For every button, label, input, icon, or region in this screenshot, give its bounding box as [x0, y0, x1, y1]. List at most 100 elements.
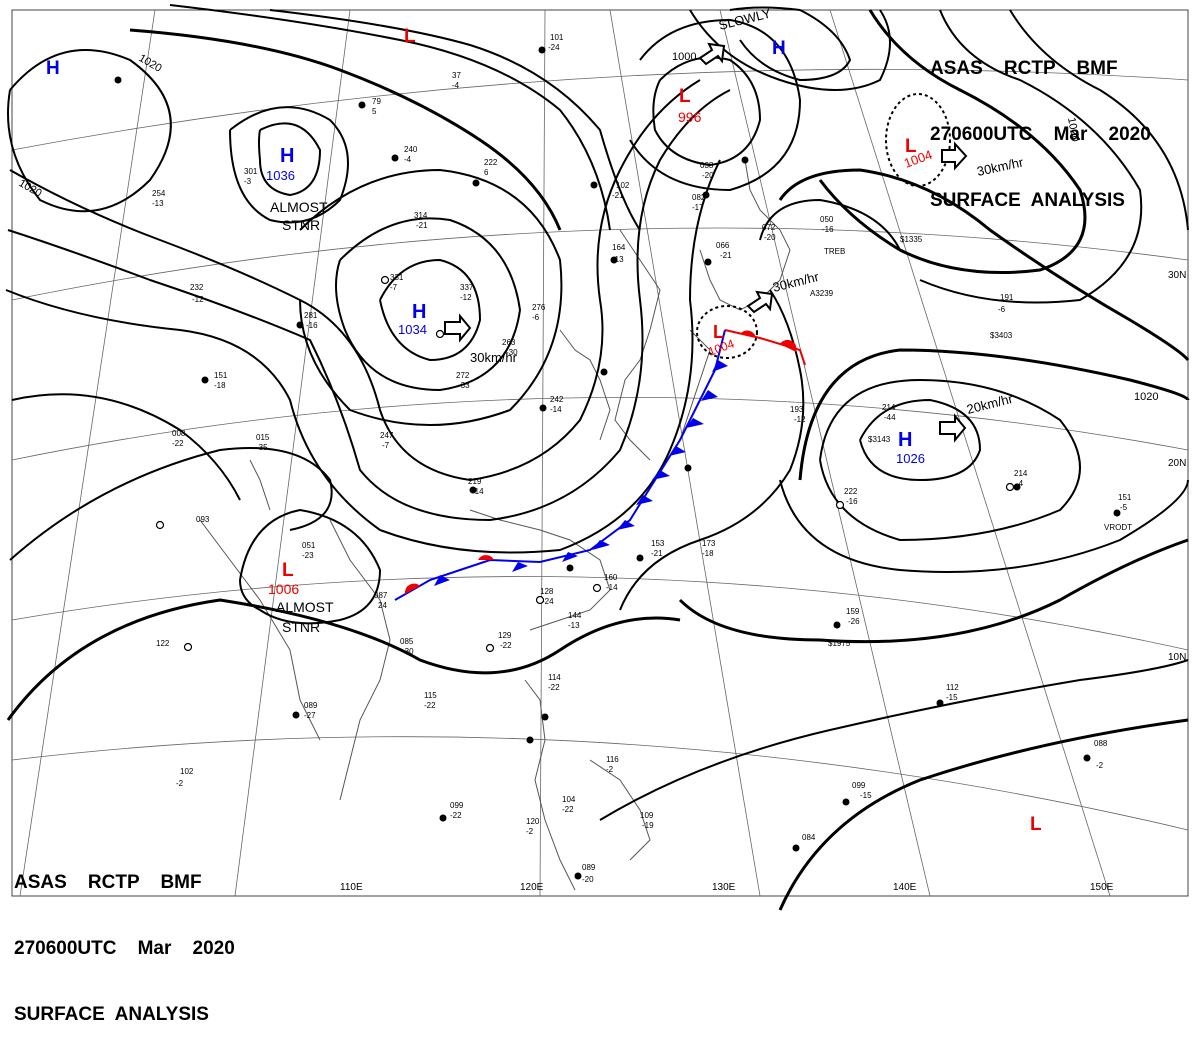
station-plot-value: 5: [372, 107, 377, 116]
lon-label: 110E: [340, 882, 363, 893]
high-pressure-value: 1026: [896, 451, 925, 466]
station-plot-value: -20: [582, 875, 594, 884]
station-plot-value: -16: [306, 321, 318, 330]
station-plot-value: 151: [1118, 493, 1132, 502]
low-symbol: L: [713, 322, 724, 342]
station-plot-value: 314: [414, 211, 428, 220]
station-plot-value: 115: [424, 691, 437, 700]
header-line-3: SURFACE ANALYSIS: [14, 1004, 209, 1025]
station-plot-value: $3403: [990, 331, 1013, 340]
station-plot-value: 088: [1094, 739, 1108, 748]
station-plot-value: 085: [400, 637, 414, 646]
station-plot-value: 038: [700, 161, 714, 170]
low-pressure-value: 996: [678, 109, 702, 125]
station-plot-value: 160: [604, 573, 618, 582]
isobar-label: 1020: [1134, 391, 1158, 403]
station-plot-value: 114: [548, 673, 561, 682]
motion-note: ALMOST: [276, 599, 334, 615]
high-symbol: H: [412, 301, 426, 323]
warm-front-semicircles: [404, 330, 797, 594]
pressure-centers: H H 1036 ALMOST STNR H 1034 30km/hr L L …: [46, 5, 1042, 835]
station-plot-value: 214: [882, 403, 896, 412]
isobars: [5, 4, 1190, 911]
station-plot-value: 093: [196, 515, 210, 524]
header-line-1: ASAS RCTP BMF: [14, 872, 202, 893]
station-plot-value: $3143: [868, 435, 891, 444]
lon-label: 150E: [1090, 882, 1114, 893]
station-plot-value: 144: [568, 611, 582, 620]
station-plot-value: -24: [548, 43, 560, 52]
station-plot-value: -21: [416, 221, 428, 230]
station-plot-value: 37: [452, 71, 461, 80]
station-plot-value: -19: [642, 821, 654, 830]
station-plot-value: 122: [156, 639, 170, 648]
header-top-right: ASAS RCTP BMF 270600UTC Mar 2020 SURFACE…: [930, 14, 1151, 234]
station-plot-value: -22: [500, 641, 512, 650]
station-plot-value: 116: [606, 755, 619, 764]
station-symbols: [114, 46, 1121, 880]
latitude-labels: 30N 20N 10N: [1168, 270, 1186, 663]
station-plot-value: -22: [424, 701, 436, 710]
station-plot-value: 254: [152, 189, 166, 198]
station-plot-value: -33: [458, 381, 470, 390]
station-plot-value: 222: [844, 487, 858, 496]
station-plot-value: 222: [484, 158, 498, 167]
station-plot-value: 331: [390, 273, 404, 282]
station-plot-value: -21: [612, 191, 624, 200]
station-plot-value: -2: [176, 779, 184, 788]
station-plot-value: 240: [404, 145, 418, 154]
station-plot-value: -12: [794, 415, 806, 424]
station-plot-value: -18: [214, 381, 226, 390]
header-line-2: 270600UTC Mar 2020: [14, 938, 235, 959]
station-plot-value: 072: [762, 223, 776, 232]
low-symbol: L: [282, 560, 294, 581]
station-plot-value: -2: [1096, 761, 1104, 770]
station-plot-value: -24: [542, 597, 554, 606]
movement-speed: 30km/hr: [470, 350, 518, 365]
header-line-2: 270600UTC Mar 2020: [930, 124, 1151, 145]
station-plot-value: 232: [190, 283, 204, 292]
station-plot-value: 24: [378, 601, 387, 610]
station-plot-value: -13: [612, 255, 624, 264]
lon-label: 140E: [893, 882, 917, 893]
high-pressure-value: 1034: [398, 322, 427, 337]
low-pressure-value: 1006: [268, 581, 299, 597]
station-plot-value: -22: [450, 811, 462, 820]
station-plot-value: -15: [946, 693, 958, 702]
station-plot-value: 6: [484, 168, 489, 177]
station-plot-value: -20: [702, 171, 714, 180]
station-plot-value: -30: [506, 348, 518, 357]
station-plot-value: 120: [526, 817, 540, 826]
station-plot-value: 272: [456, 371, 470, 380]
station-plot-value: 263: [502, 338, 516, 347]
station-plot-value: 066: [716, 241, 730, 250]
station-plot-value: 099: [852, 781, 866, 790]
high-pressure-value: 1036: [266, 168, 295, 183]
station-plot-value: -14: [472, 487, 484, 496]
station-plot-value: 112: [946, 683, 959, 692]
station-plot-value: -4: [1016, 479, 1024, 488]
station-plot-value: -13: [568, 621, 580, 630]
low-symbol: L: [1030, 814, 1042, 835]
high-symbol: H: [46, 58, 60, 79]
lon-label: 130E: [712, 882, 736, 893]
station-plot-value: 050: [820, 215, 834, 224]
station-plot-value: 015: [256, 433, 270, 442]
low-symbol: L: [679, 86, 691, 107]
station-open-symbols: [155, 275, 1015, 653]
station-plot-value: -7: [382, 441, 390, 450]
station-plot-value: 128: [540, 587, 554, 596]
motion-arrows: [444, 42, 968, 443]
isobar-label: 1020: [1065, 116, 1081, 142]
station-plot-value: $1975: [828, 639, 851, 648]
station-plot-value: 159: [846, 607, 860, 616]
station-plot-value: 089: [304, 701, 318, 710]
station-plot-value: 084: [802, 833, 816, 842]
station-plot-value: 151: [214, 371, 228, 380]
lon-label: 120E: [520, 882, 544, 893]
station-plot-value: -14: [550, 405, 562, 414]
station-plot-value: -15: [860, 791, 872, 800]
station-plot-value: 051: [302, 541, 316, 550]
station-plot-value: 276: [532, 303, 546, 312]
